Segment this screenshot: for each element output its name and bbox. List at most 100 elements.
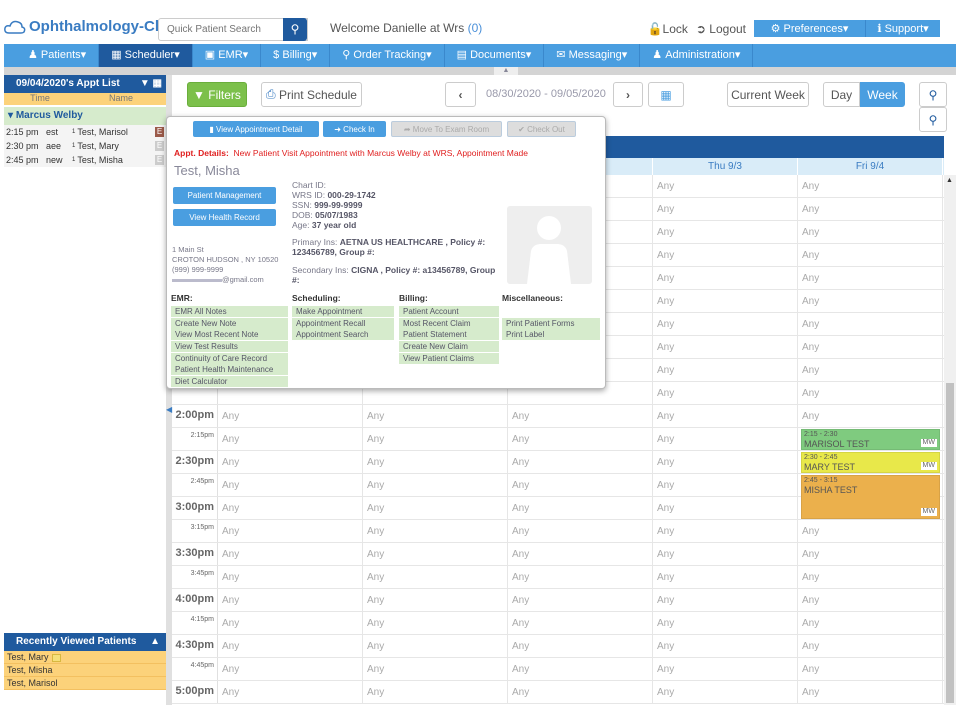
nav-documents[interactable]: ▤ Documents▾ bbox=[445, 44, 545, 67]
recent-patient[interactable]: Test, Misha bbox=[4, 664, 166, 677]
slot-cell[interactable]: Any bbox=[218, 658, 363, 680]
date-picker-button[interactable]: ▦ bbox=[648, 82, 684, 107]
slot-cell[interactable]: Any bbox=[218, 405, 363, 427]
menu-link[interactable]: Patient Account bbox=[399, 306, 499, 317]
scroll-up-icon[interactable]: ▲ bbox=[946, 177, 953, 184]
slot-cell[interactable]: Any bbox=[508, 612, 653, 634]
slot-cell[interactable] bbox=[798, 497, 943, 519]
search-button[interactable]: ⚲ bbox=[283, 18, 307, 41]
slot-cell[interactable]: Any bbox=[218, 543, 363, 565]
slot-cell[interactable]: Any bbox=[508, 543, 653, 565]
slot-cell[interactable] bbox=[508, 244, 653, 266]
appointment-item[interactable]: 2:15 pm est 1 Test, Marisol E bbox=[4, 125, 166, 139]
slot-cell[interactable]: Any bbox=[363, 497, 508, 519]
slot-cell[interactable]: Any bbox=[653, 543, 798, 565]
slot-cell[interactable]: Any bbox=[218, 497, 363, 519]
scrollbar-thumb[interactable] bbox=[946, 383, 954, 703]
menu-link[interactable]: EMR All Notes bbox=[171, 306, 288, 317]
menu-link[interactable]: Patient Health Maintenance bbox=[171, 364, 288, 376]
lock-button[interactable]: 🔓Lock bbox=[648, 22, 688, 36]
appointment-event[interactable]: 2:30 - 2:45 MARY TEST MW bbox=[801, 452, 940, 473]
calendar-icon[interactable]: ▦ bbox=[152, 78, 162, 89]
slot-cell[interactable]: 2:45 - 3:15 MISHA TEST MW bbox=[798, 474, 943, 519]
menu-link[interactable]: Create New Note bbox=[171, 317, 288, 329]
slot-cell[interactable]: Any bbox=[798, 658, 943, 680]
week-view-button[interactable]: Week bbox=[860, 82, 905, 107]
slot-cell[interactable]: Any bbox=[653, 589, 798, 611]
provider-group[interactable]: ▾ Marcus Welby bbox=[4, 107, 166, 125]
slot-cell[interactable]: Any bbox=[653, 635, 798, 657]
slot-cell[interactable]: Any bbox=[653, 497, 798, 519]
slot-cell[interactable]: Any bbox=[653, 267, 798, 289]
logout-button[interactable]: ➲ Logout bbox=[696, 22, 746, 36]
recent-patient[interactable]: Test, Mary bbox=[4, 651, 166, 664]
slot-cell[interactable]: Any bbox=[798, 589, 943, 611]
menu-link[interactable]: View Most Recent Note bbox=[171, 329, 288, 341]
view-health-record-button[interactable]: View Health Record bbox=[173, 209, 276, 226]
appointment-item[interactable]: 2:30 pm aee 1 Test, Mary E bbox=[4, 139, 166, 153]
slot-cell[interactable]: Any bbox=[508, 474, 653, 496]
menu-link[interactable]: Create New Claim bbox=[399, 341, 499, 353]
slot-cell[interactable] bbox=[218, 382, 363, 404]
slot-cell[interactable]: Any bbox=[798, 267, 943, 289]
slot-cell[interactable]: Any bbox=[363, 635, 508, 657]
slot-cell[interactable]: Any bbox=[508, 405, 653, 427]
slot-cell[interactable] bbox=[508, 198, 653, 220]
slot-cell[interactable]: Any bbox=[508, 566, 653, 588]
slot-cell[interactable]: Any bbox=[508, 681, 653, 703]
encounter-badge[interactable]: E bbox=[155, 141, 164, 151]
slot-cell[interactable]: Any bbox=[653, 405, 798, 427]
menu-link[interactable]: Print Patient Forms bbox=[502, 317, 600, 329]
slot-cell[interactable]: Any bbox=[508, 451, 653, 473]
slot-cell[interactable]: Any bbox=[218, 681, 363, 703]
slot-cell[interactable]: Any bbox=[653, 681, 798, 703]
slot-cell[interactable]: Any bbox=[798, 520, 943, 542]
appt-patient-name[interactable]: Test, Marisol bbox=[77, 127, 128, 137]
slot-cell[interactable]: Any bbox=[363, 589, 508, 611]
menu-link[interactable]: Continuity of Care Record bbox=[171, 352, 288, 364]
nav-messaging[interactable]: ✉ Messaging▾ bbox=[544, 44, 641, 67]
preferences-button[interactable]: ⚙ Preferences ▾ bbox=[754, 20, 866, 37]
menu-link[interactable]: Appointment Search bbox=[292, 329, 394, 341]
move-to-exam-room-button[interactable]: ➦ Move To Exam Room bbox=[391, 121, 502, 137]
support-button[interactable]: ℹ Support ▾ bbox=[866, 20, 940, 37]
slot-cell[interactable]: Any bbox=[798, 313, 943, 335]
slot-cell[interactable] bbox=[508, 382, 653, 404]
slot-cell[interactable]: Any bbox=[653, 428, 798, 450]
check-in-button[interactable]: ➜ Check In bbox=[323, 121, 386, 137]
filters-button[interactable]: ▼ Filters bbox=[187, 82, 247, 107]
slot-cell[interactable] bbox=[508, 221, 653, 243]
slot-cell[interactable]: Any bbox=[363, 451, 508, 473]
menu-link[interactable] bbox=[502, 306, 600, 317]
slot-cell[interactable]: Any bbox=[653, 221, 798, 243]
slot-cell[interactable]: Any bbox=[363, 520, 508, 542]
menu-link[interactable]: Diet Calculator bbox=[171, 376, 288, 388]
slot-cell[interactable]: Any bbox=[653, 359, 798, 381]
slot-cell[interactable] bbox=[508, 359, 653, 381]
next-week-button[interactable]: › bbox=[613, 82, 643, 107]
encounter-badge[interactable]: E bbox=[155, 155, 164, 165]
slot-cell[interactable] bbox=[508, 267, 653, 289]
collapse-arrow-icon[interactable]: ◀ bbox=[166, 405, 173, 414]
slot-cell[interactable]: Any bbox=[218, 428, 363, 450]
slot-cell[interactable]: Any bbox=[653, 612, 798, 634]
print-schedule-button[interactable]: ⎙ Print Schedule bbox=[261, 82, 362, 107]
slot-cell[interactable]: Any bbox=[218, 589, 363, 611]
slot-cell[interactable]: Any bbox=[218, 474, 363, 496]
patient-management-button[interactable]: Patient Management bbox=[173, 187, 276, 204]
slot-cell[interactable]: Any bbox=[363, 405, 508, 427]
slot-cell[interactable] bbox=[363, 382, 508, 404]
zoom-in-button[interactable]: ⚲ bbox=[919, 107, 947, 132]
slot-cell[interactable]: Any bbox=[653, 244, 798, 266]
slot-cell[interactable]: Any bbox=[653, 474, 798, 496]
slot-cell[interactable]: Any bbox=[508, 428, 653, 450]
nav-billing[interactable]: $ Billing▾ bbox=[261, 44, 331, 67]
slot-cell[interactable]: Any bbox=[218, 635, 363, 657]
slot-cell[interactable]: Any bbox=[798, 382, 943, 404]
nav-order-tracking[interactable]: ⚲ Order Tracking▾ bbox=[330, 44, 445, 67]
filter-icon[interactable]: ▼ bbox=[139, 78, 150, 89]
slot-cell[interactable]: Any bbox=[508, 520, 653, 542]
appointment-item[interactable]: 2:45 pm new 1 Test, Misha E bbox=[4, 153, 166, 167]
appointment-event[interactable]: 2:15 - 2:30 MARISOL TEST MW bbox=[801, 429, 940, 450]
slot-cell[interactable]: Any bbox=[508, 497, 653, 519]
